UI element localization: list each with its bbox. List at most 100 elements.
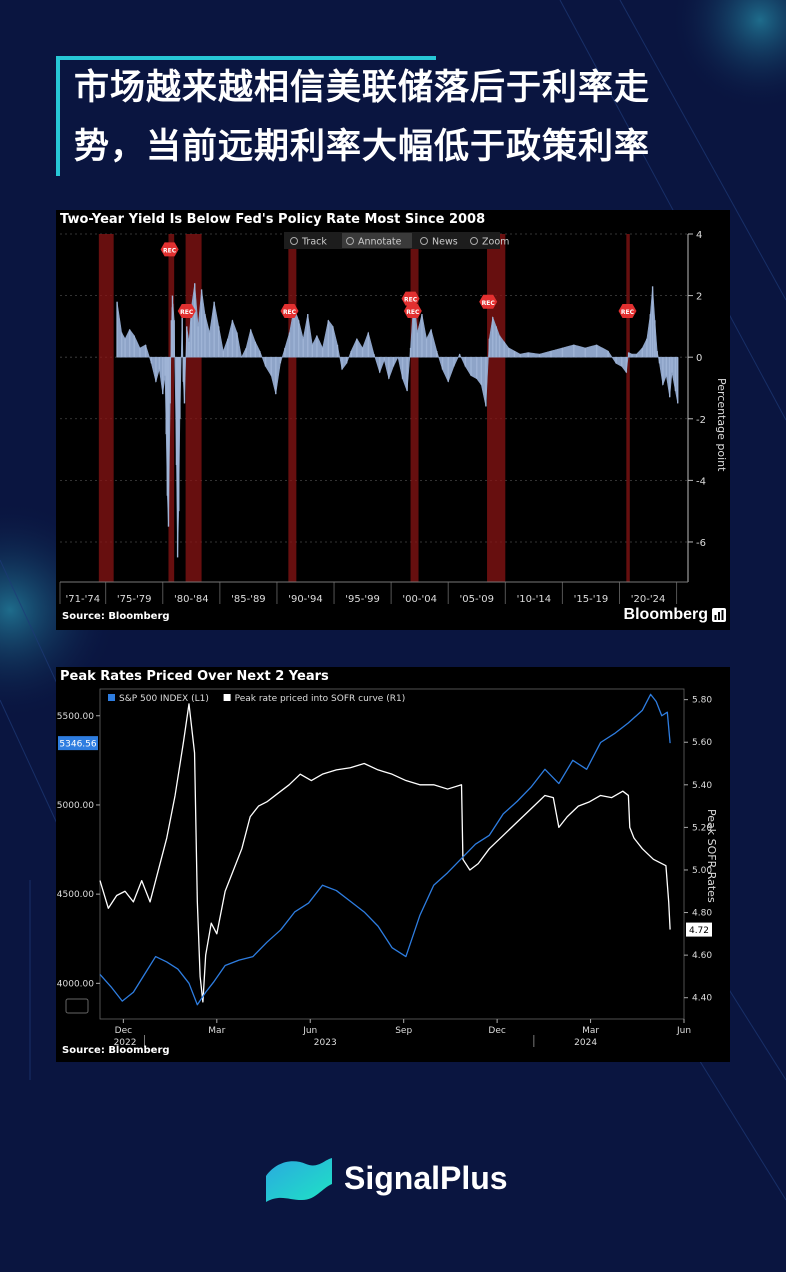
chart2-right-tick-label: 5.40 (692, 781, 712, 791)
chart2-right-tick-label: 5.00 (692, 866, 712, 876)
chart2-axes: 4000.00 4500.00 5000.00 5500.00 4.40 4.60 4.80… (57, 688, 718, 1048)
chart2-right-last-tag (686, 922, 712, 937)
chart1-ytick-label: 2 (696, 292, 702, 303)
recession-marker-label: REC (283, 309, 297, 316)
chart2-legend-label: Peak rate priced into SOFR curve (R1) (235, 694, 406, 704)
move-icon (290, 237, 298, 245)
recession-marker (280, 303, 299, 318)
chart2-xtick-label: Dec (115, 1026, 132, 1036)
chart1-xtick-label: '71-'74 (66, 594, 101, 605)
chart2-source: Source: Bloomberg (62, 1045, 170, 1056)
chart1-ytick-label: -2 (696, 415, 706, 426)
recession-band (168, 234, 175, 582)
recession-band (185, 234, 202, 582)
peak-sofr-line (99, 703, 671, 1003)
chart1-ytick-label: 4 (696, 230, 702, 241)
zoom-icon (470, 237, 478, 245)
recession-marker-label: REC (163, 247, 177, 254)
chart2-year-label: 2024 (574, 1038, 597, 1048)
chart2-xtick-label: Sep (395, 1026, 412, 1036)
chart2-right-tick-label: 4.40 (692, 994, 712, 1004)
signalplus-brand: SignalPlus (262, 1152, 532, 1212)
chart2-title: Peak Rates Priced Over Next 2 Years (60, 669, 329, 684)
chart2-xtick-label: Mar (582, 1026, 599, 1036)
recession-marker (177, 303, 196, 318)
pencil-icon (346, 237, 354, 245)
recession-band (487, 234, 506, 582)
headline: 市场越来越相信美联储落后于利率走 势，当前远期利率大幅低于政策利率 (56, 58, 754, 176)
chart1-ylabel: Percentage point (715, 378, 728, 472)
bloomberg-logo: Bloomberg (624, 606, 726, 624)
chart2-last-value-tags: 5346.56 4.72 (58, 736, 712, 937)
chart1-xtick-label: '85-'89 (231, 594, 266, 605)
chart1-xtick-label: '05-'09 (459, 594, 494, 605)
chart1-toolbar-item: Zoom (482, 237, 509, 248)
yield-spread-chart-panel: Two-Year Yield Is Below Fed's Policy Rat… (56, 210, 730, 630)
news-icon (420, 237, 428, 245)
peak-rates-chart: 4000.00 4500.00 5000.00 5500.00 4.40 4.60 4.80… (57, 688, 718, 1048)
chart2-right-tick-label: 5.60 (692, 738, 712, 748)
chart1-toolbar-active-bg (342, 233, 412, 248)
signalplus-logo-icon (266, 1158, 332, 1202)
recession-band (626, 234, 630, 582)
recession-band (98, 234, 114, 582)
recession-marker (403, 303, 422, 318)
recession-marker (479, 294, 498, 309)
bar-chart-icon (712, 608, 726, 622)
chart2-right-tick-label: 5.80 (692, 696, 712, 706)
chart2-legend-swatch (108, 694, 115, 701)
sp500-line (99, 693, 671, 1006)
recession-marker-label: REC (404, 297, 418, 304)
recession-marker (401, 291, 420, 306)
chart2-right-axis-label: Peak SOFR Rates (705, 809, 718, 903)
headline-line-1: 市场越来越相信美联储落后于利率走 (74, 68, 651, 108)
chart2-right-tick-label: 5.20 (692, 823, 712, 833)
chart1-bars (116, 283, 679, 558)
headline-line-2: 势，当前远期利率大幅低于政策利率 (74, 127, 651, 167)
yield-spread-area (116, 283, 679, 558)
chart1-source: Source: Bloomberg (62, 611, 170, 622)
chart1-toolbar-item: Annotate (358, 237, 402, 248)
bloomberg-logo-text: Bloomberg (623, 606, 708, 623)
chart2-plot-frame (99, 688, 685, 1020)
chart1-xtick-label: '75-'79 (117, 594, 152, 605)
recession-marker-label: REC (482, 300, 496, 307)
chart2-left-last-tag (58, 736, 98, 751)
chart1-recession-markers: REC REC REC REC REC REC REC (160, 242, 637, 318)
chart2-xtick-label: Jun (302, 1026, 317, 1036)
chart2-legend-swatch (223, 694, 231, 701)
chart1-recession-bands (98, 234, 630, 582)
chart2-legend: S&P 500 INDEX (L1) Peak rate priced into … (108, 694, 405, 704)
chart1-ytick-label: -6 (696, 538, 706, 549)
chart1-title: Two-Year Yield Is Below Fed's Policy Rat… (60, 212, 486, 227)
signalplus-wordmark: SignalPlus (344, 1160, 508, 1196)
chart2-xtick-label: Dec (488, 1026, 505, 1036)
chart-settings-icon (65, 998, 89, 1014)
chart1-axes: 4 2 0 -2 -4 -6 Percentage point '71-'74 '75-'79 '… (59, 230, 728, 605)
chart2-right-last-value: 4.72 (689, 926, 709, 936)
chart2-left-tick-label: 4500.00 (57, 890, 94, 900)
chart1-toolbar-item: News (432, 237, 458, 248)
recession-marker-label: REC (180, 309, 194, 316)
chart1-xtick-label: '00-'04 (402, 594, 437, 605)
chart2-xtick-label: Jun (676, 1026, 691, 1036)
recession-marker (160, 242, 179, 257)
recession-marker (618, 303, 637, 318)
chart2-right-tick-label: 4.80 (692, 909, 712, 919)
chart2-left-last-value: 5346.56 (59, 740, 96, 750)
chart2-legend-label: S&P 500 INDEX (L1) (119, 694, 209, 704)
chart1-ytick-label: -4 (696, 476, 706, 487)
headline-accent-bar (56, 56, 436, 60)
chart1-xtick-label: '20-'24 (631, 594, 666, 605)
chart1-xtick-label: '90-'94 (288, 594, 323, 605)
chart2-xtick-label: Mar (208, 1026, 225, 1036)
chart2-left-tick-label: 5500.00 (57, 712, 94, 722)
chart2-lines (99, 693, 671, 1006)
recession-band (410, 234, 419, 582)
chart1-xtick-label: '15-'19 (574, 594, 609, 605)
chart1-ytick-label: 0 (696, 353, 702, 364)
yield-spread-chart: REC REC REC REC REC REC REC 4 2 0 -2 -4 -6 Percentag… (59, 230, 728, 605)
chart1-xtick-label: '10-'14 (517, 594, 552, 605)
chart1-xtick-label: '80-'84 (174, 594, 209, 605)
